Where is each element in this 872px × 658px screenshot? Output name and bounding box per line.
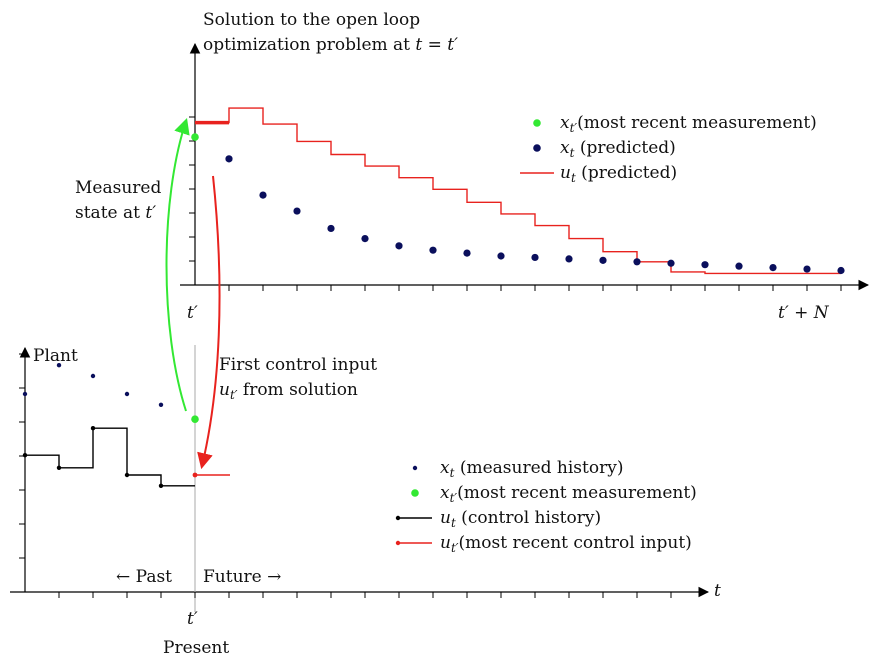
top-title-line1: Solution to the open loop [203, 10, 420, 30]
predicted-state-point [565, 255, 573, 263]
predicted-state-point [701, 261, 709, 269]
measured-state-label-line1: Measured [75, 178, 161, 198]
measurement-arrow [165, 117, 190, 412]
legend-entry-text: xt (measured history) [440, 458, 623, 480]
predicted-state-point [769, 264, 777, 272]
legend-entry-text: xt′(most recent measurement) [560, 113, 817, 135]
predicted-state-point [225, 155, 233, 163]
latest-control-point [192, 472, 198, 478]
measured-state-label-line2: state at t′ [75, 203, 156, 223]
predicted-state-point [497, 252, 505, 260]
predicted-state-point [837, 266, 845, 275]
legend-dot-marker [533, 119, 541, 127]
control-history-point [56, 465, 62, 470]
control-history-line [25, 427, 195, 487]
past-label: ← Past [116, 567, 172, 587]
legend-entry-text: ut′(most recent control input) [440, 533, 692, 555]
top-title-line2: optimization problem at t = t′ [203, 35, 458, 55]
predicted-state-point [633, 258, 641, 266]
control-history-point [124, 472, 130, 478]
predicted-state-point [429, 246, 437, 254]
legend-dot-marker [411, 489, 419, 497]
measured-history-point [124, 391, 130, 397]
legend-line-dot [395, 540, 401, 546]
predicted-state-point [463, 249, 471, 257]
predicted-state-point [803, 265, 811, 273]
legend-dot-marker [533, 144, 541, 152]
top-panel: Solution to the open loop optimization p… [75, 10, 870, 323]
measured-state-point [191, 133, 199, 141]
legend-small-dot-marker [412, 465, 418, 471]
predicted-state-point [735, 262, 743, 270]
bottom-panel: Plant t t′ Present ← Past Future → First… [10, 345, 721, 658]
control-history-point [158, 483, 164, 488]
first-control-label-line2: ut′ from solution [219, 380, 358, 402]
predicted-state-point [259, 191, 267, 199]
plant-label: Plant [33, 346, 78, 366]
control-history-point [22, 453, 28, 458]
top-y-ticks [189, 116, 195, 262]
measured-history-point [90, 373, 96, 379]
measured-history-point [22, 391, 28, 397]
present-tick-label: t′ [187, 609, 198, 629]
predicted-state-point [293, 207, 301, 215]
first-control-label-line1: First control input [219, 355, 377, 375]
legend-entry-text: ut (control history) [440, 508, 601, 530]
predicted-state-point [361, 235, 369, 243]
predicted-state-series [191, 133, 845, 275]
legend-entry-text: xt′(most recent measurement) [440, 483, 697, 505]
top-origin-label: t′ [187, 303, 198, 323]
predicted-state-point [395, 242, 403, 250]
legend-entry-text: ut (predicted) [560, 163, 677, 185]
latest-measurement-point [191, 415, 199, 424]
control-history-point [90, 426, 96, 431]
predicted-state-point [599, 256, 607, 264]
legend-line-dot [395, 515, 401, 521]
legend-entry-text: xt (predicted) [560, 138, 676, 160]
future-label: Future → [203, 567, 281, 587]
top-horizon-label: t′ + N [778, 303, 830, 323]
bottom-x-label: t [714, 581, 721, 601]
control-history-series [22, 426, 230, 488]
top-x-ticks [228, 285, 842, 291]
measured-history-point [56, 363, 62, 368]
top-legend: xt′(most recent measurement) xt (predicte… [520, 113, 817, 185]
predicted-state-point [327, 224, 335, 233]
present-label: Present [163, 638, 229, 658]
predicted-control-line [195, 107, 841, 275]
predicted-state-point [531, 253, 539, 262]
bottom-x-ticks [58, 592, 672, 598]
predicted-control-series [195, 107, 841, 275]
measured-history-point [158, 402, 164, 407]
predicted-state-point [667, 259, 675, 267]
bottom-legend: xt (measured history) xt′(most recent mea… [395, 458, 697, 555]
measured-history-series [22, 363, 199, 424]
first-control-arrow [197, 175, 221, 470]
